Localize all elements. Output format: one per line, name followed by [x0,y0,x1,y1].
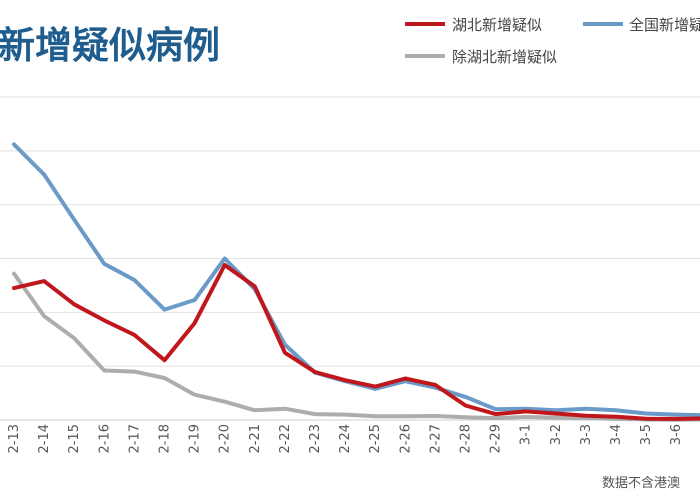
x-tick-label: 2-19 [188,424,203,454]
x-tick-label: 3-2 [549,424,564,445]
x-tick-label: 3-1 [519,424,534,445]
x-tick-label: 3-4 [609,424,624,445]
x-tick-label: 2-24 [338,424,353,454]
x-tick-labels: 2-13 2-14 2-15 2-16 2-17 2-18 2-19 2-20 2-21 2-22… [7,424,700,454]
x-tick-label: 3-5 [639,424,654,445]
gridlines [0,96,700,367]
series-line-excluding-hubei [12,271,700,422]
legend-item-excluding-hubei: 除湖北新增疑似 [405,48,557,66]
footnote: 数据不含港澳 [602,475,680,491]
x-tick-label: 3-6 [669,424,684,445]
x-tick-label: 2-20 [218,424,233,454]
x-tick-label: 2-14 [37,424,52,454]
legend-item-national: 全国新增疑似 [583,16,700,34]
x-tick-label: 2-15 [67,424,82,454]
legend-label-national: 全国新增疑似 [629,16,700,34]
x-tick-label: 2-28 [459,424,474,454]
legend-item-hubei: 湖北新增疑似 [405,16,542,34]
x-tick-label: 2-18 [158,424,173,454]
x-tick-label: 2-27 [428,424,443,454]
x-tick-label: 2-21 [248,424,263,454]
x-tick-label: 2-25 [368,424,383,454]
x-tick-label: 2-13 [7,424,22,454]
series-line-hubei [12,263,700,421]
x-tick-label: 2-26 [398,424,413,454]
x-tick-label: 2-17 [127,424,142,454]
series-lines [12,142,700,422]
x-tick-label: 2-29 [489,424,504,454]
x-tick-label: 2-16 [97,424,112,454]
x-tick-label: 2-22 [278,424,293,454]
series-line-national [12,142,700,418]
legend: 湖北新增疑似 全国新增疑似 除湖北新增疑似 [405,16,700,66]
legend-label-hubei: 湖北新增疑似 [452,16,542,34]
chart-title: 新增疑似病例 [0,24,220,67]
legend-label-excluding-hubei: 除湖北新增疑似 [452,48,557,66]
x-tick-label: 2-23 [308,424,323,454]
x-tick-label: 3-3 [579,424,594,445]
